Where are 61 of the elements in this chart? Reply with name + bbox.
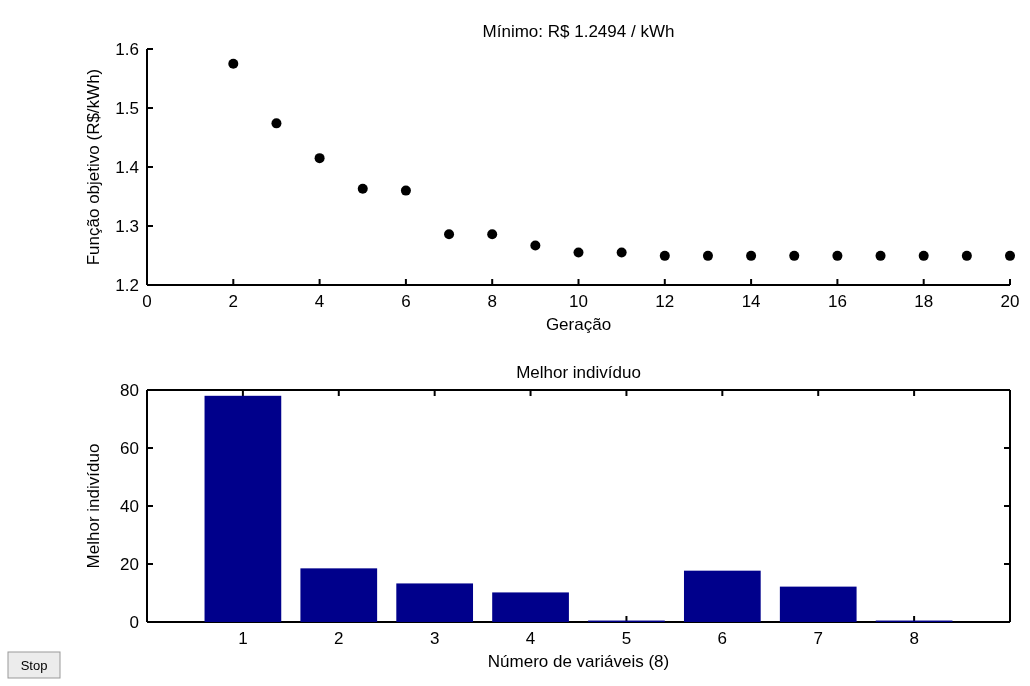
bar xyxy=(204,395,282,622)
chart-title: Mínimo: R$ 1.2494 / kWh xyxy=(482,22,675,41)
point xyxy=(400,185,411,196)
point xyxy=(746,250,757,261)
bar xyxy=(683,570,761,622)
y-tick-label: 60 xyxy=(120,438,139,458)
y-tick-label: 1.2 xyxy=(115,275,139,295)
point xyxy=(1005,250,1015,261)
point xyxy=(616,247,627,258)
y-tick-label: 20 xyxy=(120,554,139,574)
x-tick-label: 12 xyxy=(655,292,675,311)
point xyxy=(832,250,843,261)
x-tick-label: 3 xyxy=(429,629,440,648)
x-tick-label: 5 xyxy=(621,629,632,648)
point xyxy=(702,250,713,261)
point xyxy=(789,250,800,261)
point xyxy=(228,58,239,69)
point xyxy=(444,229,455,240)
chart-title: Melhor indivíduo xyxy=(516,363,641,382)
x-tick-label: 8 xyxy=(487,292,497,311)
x-tick-label: 6 xyxy=(717,629,728,648)
x-axis-title: Número de variáveis (8) xyxy=(487,652,670,671)
bar xyxy=(492,592,569,622)
point xyxy=(875,250,886,261)
point xyxy=(530,240,541,251)
y-tick-label: 80 xyxy=(120,380,139,400)
x-axis-title: Geração xyxy=(545,315,612,334)
point xyxy=(314,153,325,164)
x-tick-label: 10 xyxy=(569,292,588,311)
x-tick-label: 6 xyxy=(401,292,411,311)
x-tick-label: 8 xyxy=(909,629,919,648)
y-tick-label: 40 xyxy=(120,496,139,516)
y-tick-label: 1.4 xyxy=(115,157,139,177)
bar xyxy=(396,583,474,622)
x-tick-label: 1 xyxy=(238,629,248,648)
bar xyxy=(779,586,857,622)
x-tick-label: 2 xyxy=(228,292,239,311)
y-axis-title: Função objetivo (R$/kWh) xyxy=(84,68,103,266)
stop-button: Stop xyxy=(7,651,61,679)
y-tick-label: 1.5 xyxy=(115,98,139,118)
bar xyxy=(300,568,378,622)
x-tick-label: 20 xyxy=(1000,292,1020,311)
x-tick-label: 4 xyxy=(525,629,536,648)
x-tick-label: 0 xyxy=(142,292,152,311)
point xyxy=(659,250,670,261)
y-tick-label: 1.6 xyxy=(115,39,139,59)
point xyxy=(487,229,498,240)
x-tick-label: 2 xyxy=(334,629,344,648)
point xyxy=(961,250,972,261)
x-tick-label: 16 xyxy=(827,292,847,311)
x-tick-label: 14 xyxy=(741,292,761,311)
point xyxy=(271,118,282,129)
x-tick-label: 7 xyxy=(813,629,823,648)
point xyxy=(573,247,584,258)
x-tick-label: 18 xyxy=(914,292,934,311)
y-axis-title: Melhor indivíduo xyxy=(84,443,103,569)
y-tick-label: 1.3 xyxy=(115,216,139,236)
x-tick-label: 4 xyxy=(314,292,325,311)
point xyxy=(357,183,368,194)
point xyxy=(918,250,929,261)
y-tick-label: 0 xyxy=(129,612,139,632)
